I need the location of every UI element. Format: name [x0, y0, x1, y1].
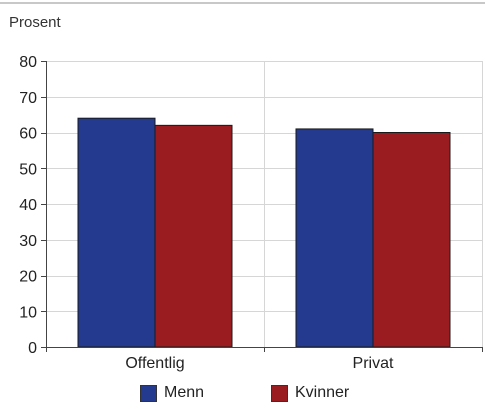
bars [77, 117, 451, 348]
y-axis-label: Prosent [9, 14, 61, 31]
y-tick-label: 70 [19, 90, 37, 107]
bar-kvinner-privat [372, 132, 451, 348]
y-tick-label: 0 [28, 340, 37, 357]
y-tick-label: 80 [19, 54, 37, 71]
category-label: Offentlig [125, 355, 184, 372]
y-tick-labels: 0 10 20 30 40 50 60 70 80 [19, 54, 37, 357]
legend-label: Menn [164, 384, 205, 401]
legend-swatch [271, 384, 288, 402]
axes [41, 61, 483, 352]
y-tick-label: 40 [19, 197, 37, 214]
legend-item-menn: Menn [140, 384, 204, 402]
y-tick-label: 50 [19, 161, 37, 178]
category-label: Privat [353, 355, 394, 372]
legend-label: Kvinner [295, 384, 350, 401]
y-tick-label: 20 [19, 269, 37, 286]
bar-menn-offentlig [77, 117, 156, 348]
legend-item-kvinner: Kvinner [271, 384, 349, 402]
y-tick-label: 30 [19, 233, 37, 250]
category-labels: Offentlig Privat [125, 355, 394, 372]
legend: Menn Kvinner [0, 384, 485, 408]
top-border-line [0, 2, 485, 4]
bar-kvinner-offentlig [154, 124, 233, 348]
bar-menn-privat [295, 128, 374, 348]
y-tick-label: 10 [19, 304, 37, 321]
bar-chart: 0 10 20 30 40 50 60 70 80 Offentlig Privat [19, 54, 483, 372]
legend-swatch [140, 384, 157, 402]
y-tick-label: 60 [19, 126, 37, 143]
